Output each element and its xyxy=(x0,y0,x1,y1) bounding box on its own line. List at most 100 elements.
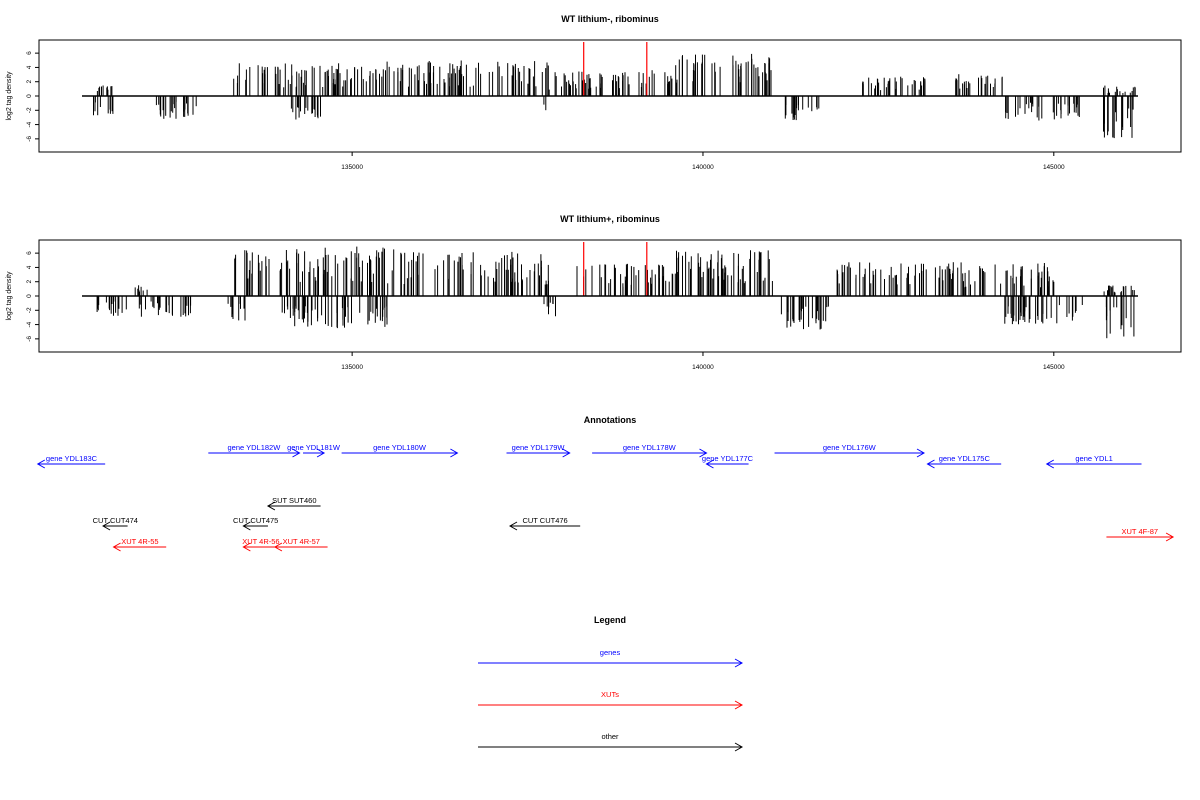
feature-label: gene YDL176W xyxy=(823,443,877,452)
legend-label: XUTs xyxy=(601,690,619,699)
feature-label: gene YDL1 xyxy=(1075,454,1112,463)
legend-arrow xyxy=(478,700,744,710)
feature-arrow xyxy=(112,542,167,552)
arrow-head xyxy=(112,542,121,552)
feature-label: gene YDL178W xyxy=(623,443,677,452)
feature-arrow xyxy=(266,501,321,511)
track-panel-lithium-plus: WT lithium+, ribominus 6 4 2 0 -2 -4 -6 135000… xyxy=(6,214,1182,371)
annotation-feature[interactable]: CUT CUT474 xyxy=(93,516,138,531)
y-tick-label: -2 xyxy=(26,107,33,113)
annotation-feature[interactable]: gene YDL179W xyxy=(506,443,571,458)
track-panel-lithium-minus: WT lithium-, ribominus 6 4 2 0 -2 -4 -6 135000… xyxy=(6,14,1182,171)
feature-label: gene YDL181W xyxy=(287,443,341,452)
legend-arrow xyxy=(478,658,744,668)
y-tick-label: 4 xyxy=(26,265,33,269)
legend-label: other xyxy=(601,732,619,741)
annotation-feature[interactable]: SUT SUT460 xyxy=(266,496,321,511)
arrow-head xyxy=(1165,532,1175,542)
annotation-feature[interactable]: gene YDL180W xyxy=(341,443,459,458)
x-tick-label: 145000 xyxy=(1043,164,1065,171)
annotation-feature[interactable]: gene YDL1 xyxy=(1045,454,1142,469)
feature-arrow xyxy=(273,542,328,552)
annotations-title: Annotations xyxy=(584,415,637,425)
legend-label: genes xyxy=(600,648,621,657)
annotation-feature[interactable]: gene YDL176W xyxy=(774,443,926,458)
arrow-head xyxy=(102,521,111,531)
feature-label: gene YDL182W xyxy=(227,443,281,452)
legend-items: genes XUTs other xyxy=(478,648,744,752)
arrow-head xyxy=(36,459,46,469)
y-tick-label: -2 xyxy=(26,307,33,313)
annotation-feature[interactable]: CUT CUT476 xyxy=(509,516,581,531)
x-tick-label: 135000 xyxy=(341,164,363,171)
density-bars xyxy=(93,53,1136,139)
feature-label: gene YDL179W xyxy=(512,443,566,452)
arrow-head xyxy=(266,501,276,511)
feature-arrow xyxy=(242,521,268,531)
y-tick-label: 4 xyxy=(26,65,33,69)
arrow-head xyxy=(1045,459,1055,469)
annotation-feature[interactable]: CUT CUT475 xyxy=(233,516,278,531)
feature-arrow xyxy=(1106,532,1175,542)
feature-label: SUT SUT460 xyxy=(272,496,316,505)
panel-title: WT lithium+, ribominus xyxy=(560,214,660,224)
feature-label: XUT 4R-56 xyxy=(242,537,279,546)
arrow-head xyxy=(273,542,283,552)
legend-arrow xyxy=(478,742,744,752)
y-axis: 6 4 2 0 -2 -4 -6 xyxy=(26,251,40,342)
arrow-head xyxy=(699,448,708,458)
x-tick-label: 140000 xyxy=(692,164,714,171)
feature-label: gene YDL183C xyxy=(46,454,98,463)
annotation-feature[interactable]: gene YDL177C xyxy=(702,454,754,469)
y-tick-label: -4 xyxy=(26,321,33,327)
feature-arrow xyxy=(303,448,326,458)
arrow-head xyxy=(242,521,251,531)
red-markers xyxy=(583,42,648,96)
feature-arrow xyxy=(926,459,1002,469)
feature-label: XUT 4R-55 xyxy=(121,537,158,546)
feature-label: gene YDL175C xyxy=(939,454,991,463)
annotation-features: gene YDL183C gene YDL182W gene YDL181W gene… xyxy=(36,443,1175,552)
y-tick-label: 2 xyxy=(26,80,33,84)
legend-title: Legend xyxy=(594,615,626,625)
arrow-head xyxy=(734,742,744,752)
legend-item-other: other xyxy=(478,732,744,752)
feature-arrow xyxy=(506,448,571,458)
y-tick-label: -6 xyxy=(26,336,33,342)
annotation-feature[interactable]: gene YDL181W xyxy=(287,443,341,458)
y-tick-label: 0 xyxy=(26,94,33,98)
x-tick-label: 135000 xyxy=(341,364,363,371)
feature-label: CUT CUT476 xyxy=(522,516,567,525)
annotation-feature[interactable]: gene YDL182W xyxy=(208,443,301,458)
y-tick-label: -6 xyxy=(26,136,33,142)
feature-label: gene YDL180W xyxy=(373,443,427,452)
panel-title: WT lithium-, ribominus xyxy=(561,14,659,24)
y-tick-label: 0 xyxy=(26,294,33,298)
arrow-head xyxy=(450,448,459,458)
annotation-feature[interactable]: XUT 4R-55 xyxy=(112,537,167,552)
x-tick-label: 140000 xyxy=(692,364,714,371)
arrow-head xyxy=(316,448,326,458)
arrow-head xyxy=(734,658,744,668)
density-bars xyxy=(96,246,1135,339)
annotation-feature[interactable]: gene YDL183C xyxy=(36,454,106,469)
feature-arrow xyxy=(208,448,301,458)
y-tick-label: -4 xyxy=(26,121,33,127)
arrow-head xyxy=(509,521,518,531)
annotation-feature[interactable]: gene YDL178W xyxy=(592,443,708,458)
annotation-feature[interactable]: XUT 4R-57 xyxy=(273,537,328,552)
feature-arrow xyxy=(705,459,749,469)
x-axis: 135000 140000 145000 xyxy=(341,152,1065,171)
annotation-feature[interactable]: XUT 4F-87 xyxy=(1106,527,1175,542)
y-tick-label: 6 xyxy=(26,51,33,55)
arrow-head xyxy=(242,542,251,552)
annotation-feature[interactable]: gene YDL175C xyxy=(926,454,1002,469)
arrow-head xyxy=(562,448,571,458)
annotation-feature[interactable]: XUT 4R-56 xyxy=(242,537,280,552)
arrow-head xyxy=(926,459,935,469)
x-axis: 135000 140000 145000 xyxy=(341,352,1065,371)
arrow-head xyxy=(705,459,714,469)
y-tick-label: 6 xyxy=(26,251,33,255)
